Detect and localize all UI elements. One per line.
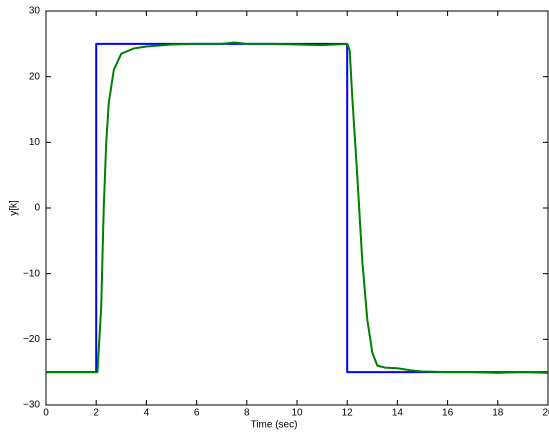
series-line (46, 41, 549, 374)
y-tick-label: −30 (23, 400, 40, 411)
x-tick-label: 14 (392, 408, 404, 419)
x-tick-label: 16 (442, 408, 454, 419)
y-tick-label: −10 (23, 268, 40, 279)
y-tick-label: 30 (29, 6, 41, 17)
y-tick-label: 10 (29, 137, 41, 148)
y-axis-label: y[k] (9, 200, 20, 216)
x-tick-label: 8 (244, 408, 250, 419)
y-tick-label: −20 (23, 334, 40, 345)
x-tick-label: 6 (194, 408, 200, 419)
y-tick-label: 0 (34, 203, 40, 214)
x-tick-label: 20 (542, 408, 549, 419)
x-tick-label: 18 (492, 408, 504, 419)
y-tick-label: 20 (29, 71, 41, 82)
plot-frame (45, 10, 549, 406)
x-tick-label: 10 (291, 408, 303, 419)
x-tick-label: 4 (144, 408, 150, 419)
x-tick-label: 0 (43, 408, 49, 419)
x-tick-label: 2 (93, 408, 99, 419)
x-tick-label: 12 (342, 408, 354, 419)
x-axis-label: Time (sec) (251, 420, 298, 431)
